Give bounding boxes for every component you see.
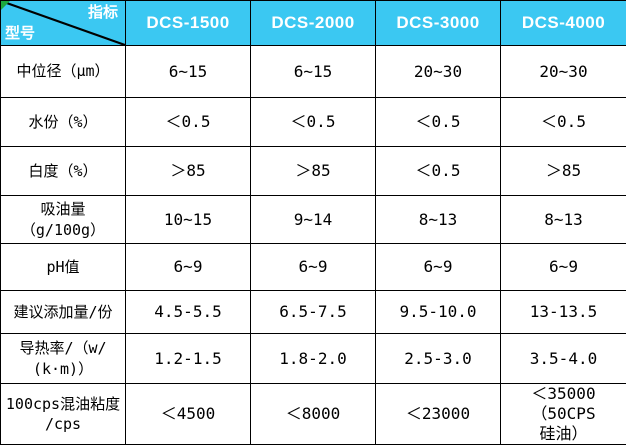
row-label: 导热率/（w/ (k·m)） [1, 334, 126, 384]
spec-value: 9~14 [251, 196, 376, 244]
row-label: 建议添加量/份 [1, 291, 126, 334]
spec-value: 6~15 [251, 46, 376, 98]
spec-value: ＜0.5 [501, 98, 626, 147]
row-label: pH值 [1, 244, 126, 291]
table-row-whiteness: 白度（%） ＞85 ＞85 ＜0.5 ＞85 [1, 147, 626, 196]
spec-value: ＞85 [126, 147, 251, 196]
spec-value: ＞85 [501, 147, 626, 196]
column-header-dcs-4000: DCS-4000 [501, 1, 626, 46]
spec-table-screenshot: 指标 型号 DCS-1500 DCS-2000 DCS-3000 DCS-400… [0, 0, 626, 423]
column-header-dcs-1500: DCS-1500 [126, 1, 251, 46]
spec-value: 6~9 [126, 244, 251, 291]
spec-value: 3.5-4.0 [501, 334, 626, 384]
spec-value: 2.5-3.0 [376, 334, 501, 384]
spec-value: ＜8000 [251, 384, 376, 445]
spec-value: 6~15 [126, 46, 251, 98]
spec-value: ＜4500 [126, 384, 251, 445]
spec-value: ＜23000 [376, 384, 501, 445]
spec-value: 6~9 [376, 244, 501, 291]
spec-value: ＜0.5 [251, 98, 376, 147]
corner-indicator-label: 指标 [88, 5, 118, 20]
spec-value: 8~13 [501, 196, 626, 244]
spec-value: 4.5-5.5 [126, 291, 251, 334]
spec-value: 6.5-7.5 [251, 291, 376, 334]
table-row-oil-mixture-viscosity: 100cps混油粘度 /cps ＜4500 ＜8000 ＜23000 ＜3500… [1, 384, 626, 445]
spec-value: ＜35000（50CPS 硅油） [501, 384, 626, 445]
column-header-dcs-3000: DCS-3000 [376, 1, 501, 46]
spec-value: 20~30 [501, 46, 626, 98]
spec-value: 1.8-2.0 [251, 334, 376, 384]
header-row: 指标 型号 DCS-1500 DCS-2000 DCS-3000 DCS-400… [1, 1, 626, 46]
corner-header-cell: 指标 型号 [1, 1, 126, 46]
spec-value: ＞85 [251, 147, 376, 196]
spec-value: ＜0.5 [376, 147, 501, 196]
spec-value: ＜0.5 [126, 98, 251, 147]
table-row-ph: pH值 6~9 6~9 6~9 6~9 [1, 244, 626, 291]
spec-value: 10~15 [126, 196, 251, 244]
row-label: 白度（%） [1, 147, 126, 196]
row-label: 吸油量 （g/100g） [1, 196, 126, 244]
row-label: 水份（%） [1, 98, 126, 147]
green-corner-marker-icon [1, 1, 10, 10]
column-header-dcs-2000: DCS-2000 [251, 1, 376, 46]
row-label: 中位径（μm） [1, 46, 126, 98]
spec-value: 6~9 [251, 244, 376, 291]
table-row-moisture: 水份（%） ＜0.5 ＜0.5 ＜0.5 ＜0.5 [1, 98, 626, 147]
corner-model-label: 型号 [5, 26, 35, 41]
spec-value: 13-13.5 [501, 291, 626, 334]
spec-value: ＜0.5 [376, 98, 501, 147]
table-row-median-diameter: 中位径（μm） 6~15 6~15 20~30 20~30 [1, 46, 626, 98]
table-row-thermal-conductivity: 导热率/（w/ (k·m)） 1.2-1.5 1.8-2.0 2.5-3.0 3… [1, 334, 626, 384]
spec-value: 1.2-1.5 [126, 334, 251, 384]
spec-value: 9.5-10.0 [376, 291, 501, 334]
spec-value: 6~9 [501, 244, 626, 291]
spec-value: 8~13 [376, 196, 501, 244]
spec-value: 20~30 [376, 46, 501, 98]
table-row-oil-absorption: 吸油量 （g/100g） 10~15 9~14 8~13 8~13 [1, 196, 626, 244]
table-row-recommended-dosage: 建议添加量/份 4.5-5.5 6.5-7.5 9.5-10.0 13-13.5 [1, 291, 626, 334]
row-label: 100cps混油粘度 /cps [1, 384, 126, 445]
